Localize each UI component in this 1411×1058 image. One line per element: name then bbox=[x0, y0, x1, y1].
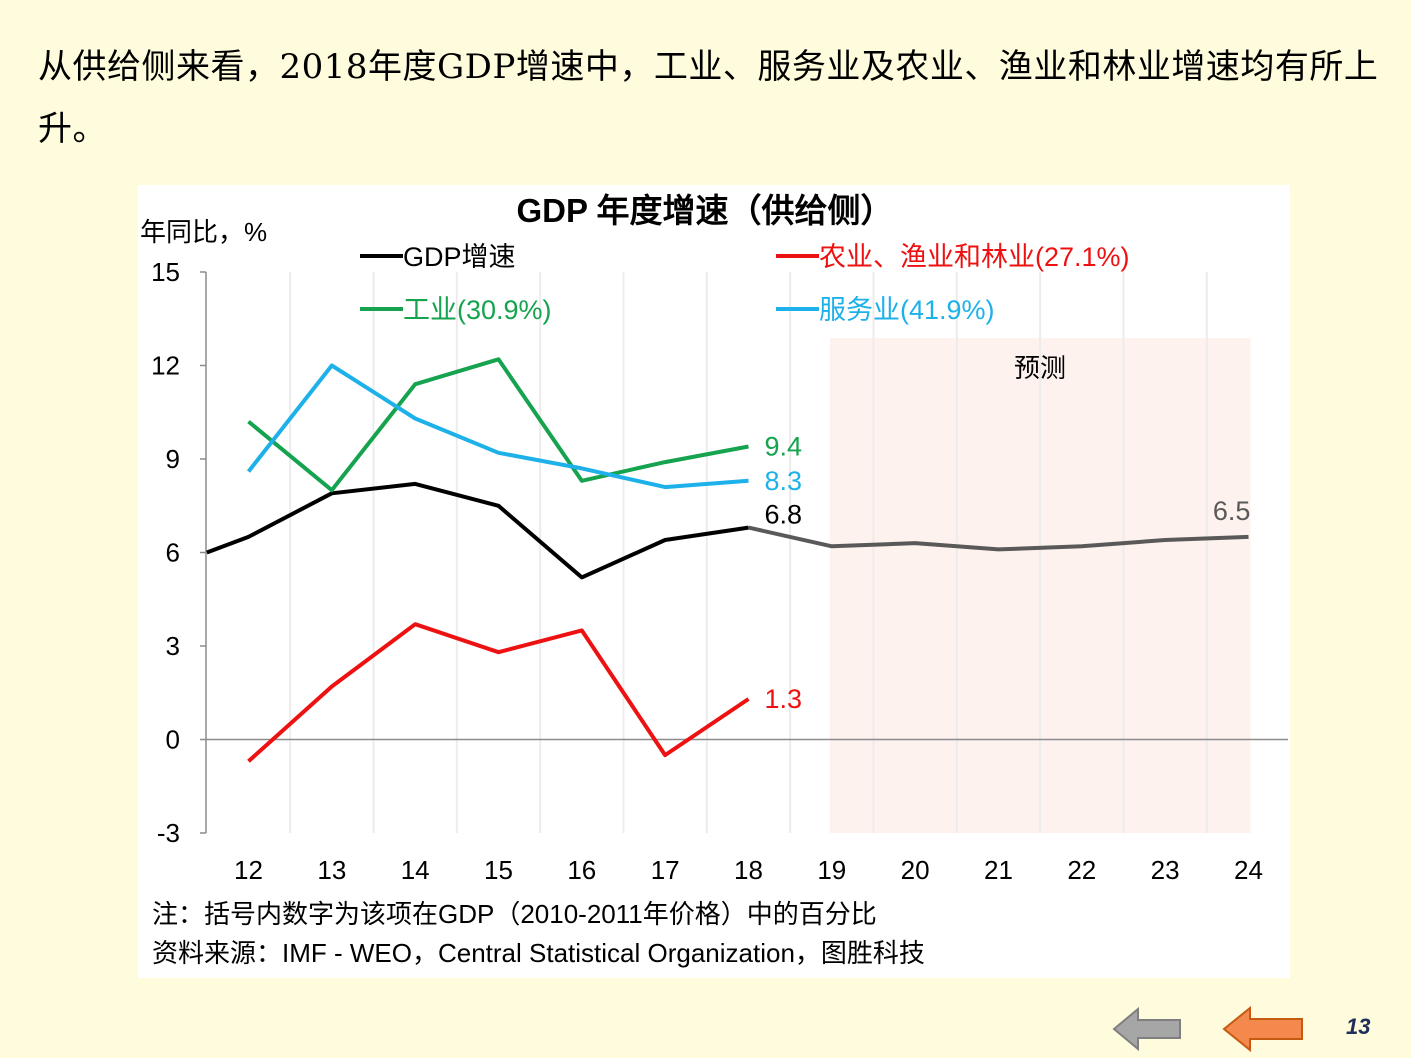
previous-arrow-icon bbox=[1222, 1005, 1303, 1053]
chart-title: GDP 年度增速（供给侧） bbox=[516, 192, 893, 229]
series-line-0 bbox=[206, 481, 749, 580]
page-number: 13 bbox=[1346, 1014, 1371, 1039]
series-line-1 bbox=[748, 525, 1249, 552]
x-tick-label: 20 bbox=[901, 855, 930, 885]
y-tick-label: 3 bbox=[166, 631, 180, 661]
legend-label: 工业(30.9%) bbox=[403, 295, 552, 325]
previous-arrow-button[interactable] bbox=[1222, 1005, 1306, 1053]
series-line-2 bbox=[247, 622, 750, 763]
y-axis-label: 年同比，% bbox=[140, 217, 267, 247]
back-arrow-icon bbox=[1112, 1006, 1181, 1052]
y-tick-label: -3 bbox=[157, 818, 180, 848]
gdp-growth-chart: 15 12 9 6 3 0 -3 12 13 14 15 16 17 18 19 20 21 22 23 24 6.8 6… bbox=[140, 192, 1288, 968]
data-label-3: 9.4 bbox=[764, 432, 802, 462]
y-tick-label: 6 bbox=[166, 538, 180, 568]
x-tick-label: 19 bbox=[817, 855, 846, 885]
x-tick-label: 22 bbox=[1067, 855, 1096, 885]
chart-panel: 15 12 9 6 3 0 -3 12 13 14 15 16 17 18 19 20 21 22 23 24 6.8 6… bbox=[138, 185, 1290, 978]
x-tick-label: 24 bbox=[1234, 855, 1263, 885]
y-tick-label: 0 bbox=[166, 725, 180, 755]
y-tick-label: 12 bbox=[151, 351, 180, 381]
data-label-0: 6.8 bbox=[764, 500, 802, 530]
chart-source: 资料来源：IMF - WEO，Central Statistical Organ… bbox=[152, 938, 925, 968]
x-tick-label: 16 bbox=[567, 855, 596, 885]
plot-layer: 15 12 9 6 3 0 -3 12 13 14 15 16 17 18 19 20 21 22 23 24 6.8 6… bbox=[151, 242, 1288, 885]
series-line-3 bbox=[247, 357, 749, 493]
forecast-label: 预测 bbox=[1014, 353, 1066, 383]
x-tick-label: 21 bbox=[984, 855, 1013, 885]
x-tick-label: 13 bbox=[317, 855, 346, 885]
x-tick-label: 17 bbox=[651, 855, 680, 885]
x-tick-label: 23 bbox=[1151, 855, 1180, 885]
chart-note: 注：括号内数字为该项在GDP（2010-2011年价格）中的百分比 bbox=[152, 899, 877, 929]
data-label-4: 8.3 bbox=[764, 466, 802, 496]
y-tick-label: 9 bbox=[166, 444, 180, 474]
legend-label: GDP增速 bbox=[403, 242, 516, 272]
x-tick-label: 12 bbox=[234, 855, 263, 885]
back-arrow-button[interactable] bbox=[1112, 1005, 1184, 1053]
page-heading: 从供给侧来看，2018年度GDP增速中，工业、服务业及农业、渔业和林业增速均有所… bbox=[38, 47, 1379, 149]
legend-label: 服务业(41.9%) bbox=[819, 295, 995, 325]
legend-label: 农业、渔业和林业(27.1%) bbox=[819, 242, 1130, 272]
series-line-4 bbox=[246, 363, 749, 490]
data-label-1: 6.5 bbox=[1213, 496, 1251, 526]
x-tick-label: 15 bbox=[484, 855, 513, 885]
x-tick-label: 14 bbox=[401, 855, 430, 885]
x-tick-label: 18 bbox=[734, 855, 763, 885]
data-label-2: 1.3 bbox=[764, 684, 802, 714]
y-tick-label: 15 bbox=[151, 257, 180, 287]
